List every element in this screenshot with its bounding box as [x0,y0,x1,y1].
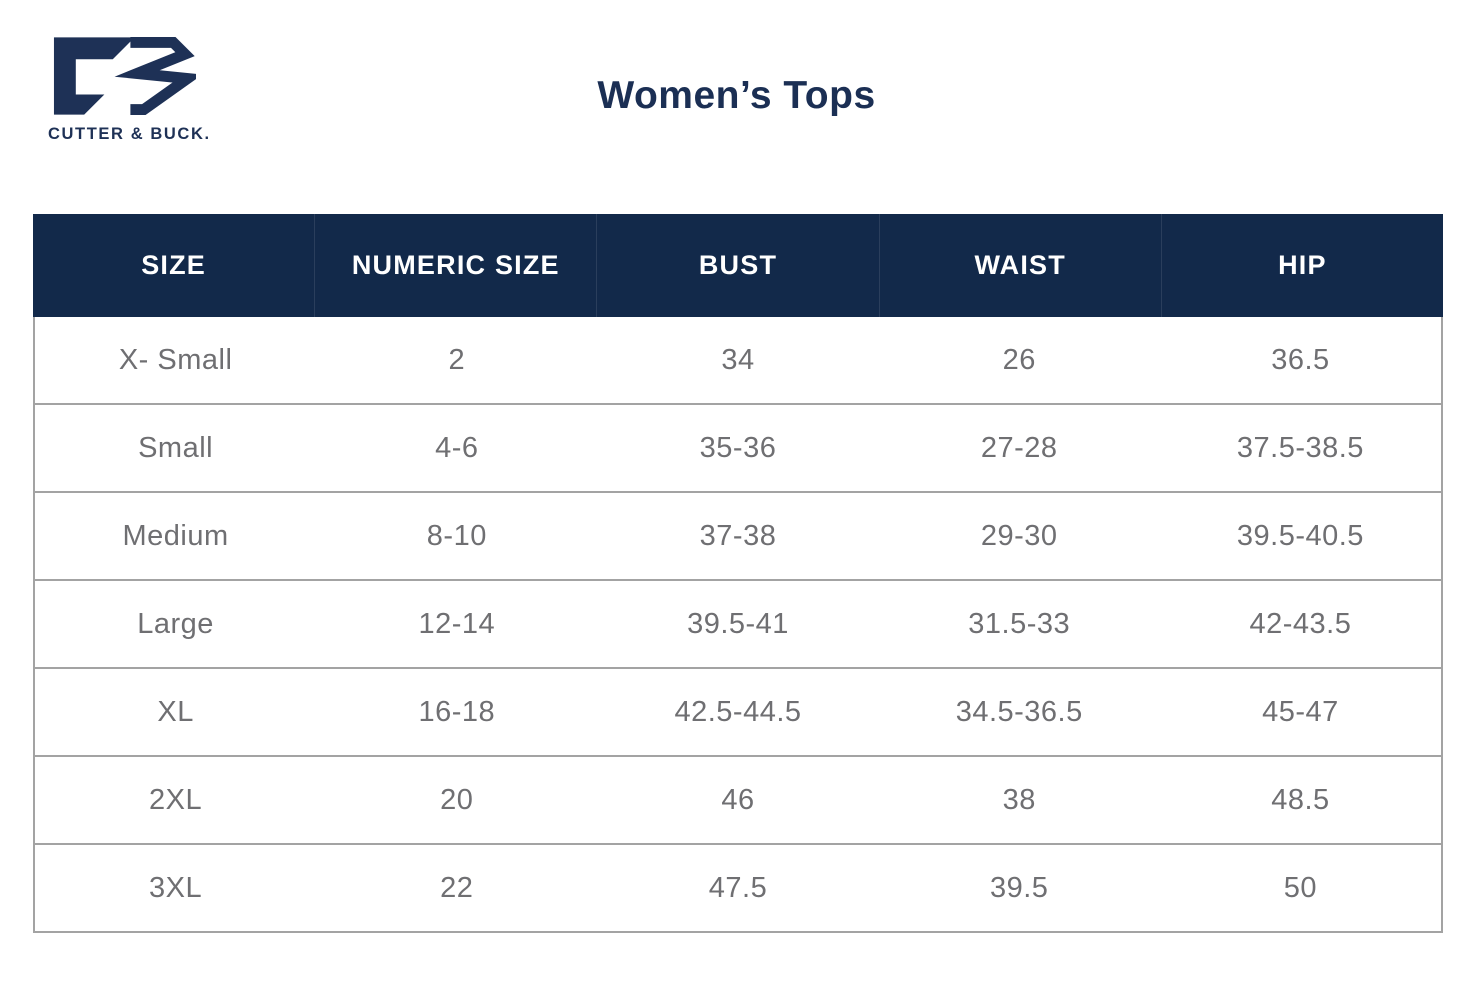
table-cell: 42.5-44.5 [674,695,802,728]
table-cell: 37-38 [699,519,777,552]
table-header-row: SIZE NUMERIC SIZE BUST WAIST HIP [33,214,1443,317]
table-row: 3XL 22 47.5 39.5 50 [35,843,1441,931]
table-cell: Large [137,607,214,640]
table-cell: 27-28 [980,431,1058,464]
table-cell: 29-30 [980,519,1058,552]
table-cell: 42-43.5 [1249,607,1352,640]
table-row: 2XL 20 46 38 48.5 [35,755,1441,843]
table-cell: 46 [721,783,755,816]
column-header: SIZE [141,250,206,280]
table-cell: 34.5-36.5 [955,695,1083,728]
table-cell: 50 [1283,871,1318,904]
table-cell: 38 [1002,783,1036,816]
table-row: Medium 8-10 37-38 29-30 39.5-40.5 [35,491,1441,579]
column-header: HIP [1160,214,1443,317]
table-cell: Medium [122,519,229,552]
table-row: Small 4-6 35-36 27-28 37.5-38.5 [35,403,1441,491]
table-cell: 2XL [149,783,203,816]
table-cell: 4-6 [435,431,479,464]
table-row: X- Small 2 34 26 36.5 [35,317,1441,403]
table-cell: 12-14 [418,607,496,640]
table-body: X- Small 2 34 26 36.5 Small 4-6 35-36 27-28 37.5-… [33,317,1443,933]
table-cell: 22 [440,871,474,904]
table-cell: 35-36 [699,431,777,464]
table-cell: 37.5-38.5 [1236,431,1364,464]
table-cell: Small [138,431,214,464]
table-cell: XL [157,695,194,728]
table-cell: X- Small [118,343,233,376]
table-cell: 39.5-40.5 [1236,519,1364,552]
table-cell: 3XL [149,871,203,904]
table-cell: 31.5-33 [968,607,1071,640]
column-header: BUST [596,214,878,317]
table-cell: 34 [721,343,755,376]
table-cell: 36.5 [1271,343,1330,376]
table-cell: 26 [1002,343,1036,376]
brand-logo: CUTTER & BUCK. [48,34,211,144]
brand-name: CUTTER & BUCK. [48,125,211,143]
table-cell: 47.5 [708,871,768,904]
table-cell: 2 [448,343,466,376]
size-chart-table: SIZE NUMERIC SIZE BUST WAIST HIP X- Small 2 34… [33,214,1443,933]
table-row: XL 16-18 42.5-44.5 34.5-36.5 45-47 [35,667,1441,755]
column-header: NUMERIC SIZE [314,214,596,317]
table-cell: 16-18 [418,695,496,728]
table-cell: 20 [440,783,474,816]
table-row: Large 12-14 39.5-41 31.5-33 42-43.5 [35,579,1441,667]
table-cell: 39.5-41 [687,607,789,640]
column-header: WAIST [878,214,1161,317]
table-cell: 8-10 [426,519,487,552]
table-cell: 45-47 [1262,695,1339,728]
page-title: Women’s Tops [597,74,876,117]
cutter-buck-logo-icon [48,34,208,118]
table-cell: 48.5 [1271,783,1330,816]
table-cell: 39.5 [989,871,1049,904]
